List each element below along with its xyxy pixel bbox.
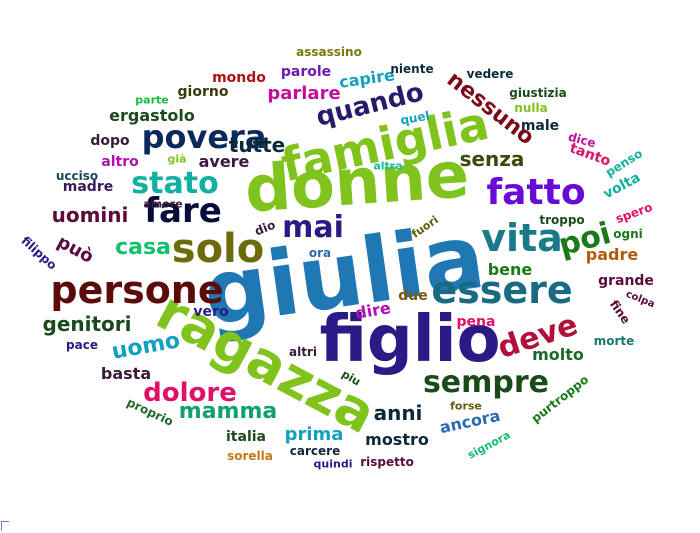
word-sorella: sorella — [227, 449, 273, 463]
word-filippo: filippo — [18, 233, 60, 273]
word-altra: altra — [373, 159, 403, 173]
word-fine: fine — [606, 297, 634, 327]
word-vedere: vedere — [466, 67, 514, 81]
word-rispetto: rispetto — [360, 455, 414, 469]
word-nulla: nulla — [514, 101, 548, 115]
word-senza: senza — [459, 147, 525, 171]
word-uomini: uomini — [51, 203, 129, 227]
word-sempre: sempre — [422, 365, 550, 400]
word-mai: mai — [282, 210, 344, 245]
word-dopo: dopo — [90, 133, 130, 149]
word-puo: può — [53, 231, 97, 268]
word-mostro: mostro — [365, 430, 429, 449]
word-mondo: mondo — [212, 70, 266, 86]
word-essere: essere — [431, 268, 573, 312]
word-ora: ora — [308, 246, 332, 260]
word-avere: avere — [198, 152, 250, 171]
word-fare: fare — [144, 191, 222, 231]
word-figlio: figlio — [319, 303, 501, 377]
word-altri: altri — [289, 345, 317, 359]
word-povera: povera — [141, 118, 267, 156]
word-quindi: quindi — [313, 457, 353, 471]
word-parlare: parlare — [267, 83, 341, 104]
word-ergastolo: ergastolo — [109, 106, 195, 125]
word-grande: grande — [598, 273, 654, 289]
word-amore: amore — [143, 197, 183, 211]
word-assassino: assassino — [296, 45, 362, 59]
word-molto: molto — [532, 345, 584, 364]
word-troppo: troppo — [539, 213, 585, 227]
word-dolore: dolore — [143, 378, 237, 408]
word-colpa: colpa — [624, 288, 657, 311]
word-giorno: giorno — [177, 84, 229, 100]
word-fatto: fatto — [486, 172, 586, 213]
word-altro: altro — [101, 154, 139, 170]
word-ucciso: ucciso — [55, 169, 99, 183]
word-vero: vero — [193, 304, 229, 320]
word-prima: prima — [284, 424, 344, 445]
word-anni: anni — [373, 401, 423, 425]
word-morte: morte — [593, 334, 635, 348]
word-vita: vita — [481, 216, 563, 260]
word-signora: signora — [465, 428, 513, 462]
word-padre: padre — [585, 245, 639, 264]
word-casa: casa — [115, 235, 171, 260]
word-giustizia: giustizia — [509, 86, 567, 100]
word-italia: italia — [226, 429, 266, 445]
word-basta: basta — [100, 364, 152, 383]
word-solo: solo — [171, 226, 265, 272]
word-spero: spero — [613, 199, 655, 227]
word-carcere: carcere — [289, 444, 341, 458]
word-pena: pena — [456, 314, 496, 330]
word-genitori: genitori — [42, 312, 132, 336]
word-due: due — [398, 288, 428, 304]
word-parte: parte — [135, 93, 169, 107]
word-parole: parole — [280, 64, 332, 80]
word-tutte: tutte — [228, 133, 286, 157]
word-male: male — [520, 118, 560, 134]
word-stato: stato — [131, 166, 219, 201]
word-gia: già — [167, 152, 187, 166]
word-persone: persone — [50, 268, 224, 312]
word-niente: niente — [390, 62, 434, 76]
word-ogni: ogni — [613, 227, 643, 241]
word-pace: pace — [66, 338, 98, 352]
word-forse: forse — [450, 399, 482, 413]
word-madre: madre — [62, 179, 114, 195]
word-mamma: mamma — [178, 399, 278, 424]
word-bene: bene — [487, 260, 533, 279]
corner-mark — [1, 521, 9, 531]
